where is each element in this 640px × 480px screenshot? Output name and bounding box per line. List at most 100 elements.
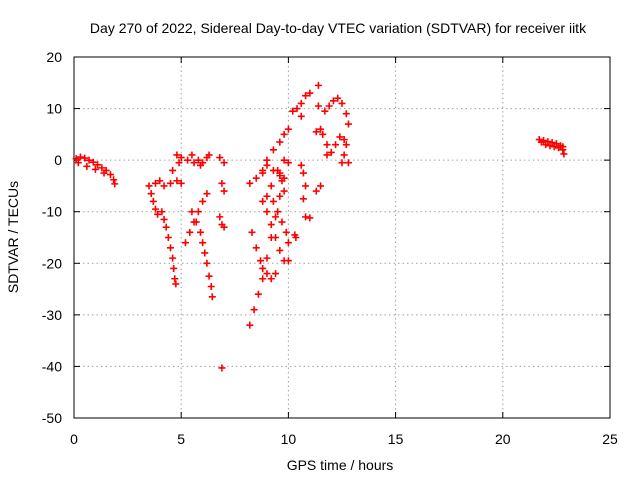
data-point <box>154 210 162 218</box>
data-point <box>203 190 211 198</box>
data-point <box>218 364 226 372</box>
data-point <box>338 99 346 107</box>
data-point <box>171 275 179 283</box>
data-point <box>220 159 228 167</box>
data-point <box>297 99 305 107</box>
data-point <box>334 94 342 102</box>
data-point <box>299 195 307 203</box>
data-point <box>175 159 183 167</box>
data-point <box>302 182 310 190</box>
data-point <box>81 154 89 162</box>
data-point <box>284 257 292 265</box>
data-point <box>91 165 99 173</box>
data-point <box>220 223 228 231</box>
data-point <box>546 142 554 150</box>
data-point <box>267 221 275 229</box>
data-point <box>83 162 91 170</box>
data-point <box>173 151 181 159</box>
data-point <box>184 156 192 164</box>
data-point <box>297 161 305 169</box>
data-point <box>282 228 290 236</box>
data-point <box>329 97 337 105</box>
data-point <box>284 159 292 167</box>
data-point <box>312 187 320 195</box>
x-tick-label: 15 <box>388 431 404 447</box>
data-point <box>263 192 271 200</box>
data-point <box>158 208 166 216</box>
data-point <box>111 180 119 188</box>
data-point <box>280 187 288 195</box>
data-point <box>550 143 558 151</box>
data-point <box>172 280 180 288</box>
data-point <box>164 234 172 241</box>
data-point <box>188 208 196 216</box>
data-point <box>259 166 267 174</box>
data-point <box>292 234 300 241</box>
data-point <box>263 254 271 262</box>
data-point <box>257 257 265 265</box>
data-point <box>216 154 224 162</box>
data-point <box>259 197 267 205</box>
data-point <box>323 141 331 149</box>
data-point <box>207 282 215 290</box>
x-axis-label: GPS time / hours <box>287 457 394 473</box>
data-point <box>280 130 288 138</box>
y-axis-label: SDTVAR / TECUs <box>5 181 21 293</box>
data-point <box>252 174 260 182</box>
data-point <box>272 213 280 221</box>
data-point <box>106 171 114 179</box>
data-point <box>162 223 170 231</box>
data-point <box>314 102 322 110</box>
data-point <box>278 177 286 185</box>
data-point <box>199 159 207 167</box>
data-point <box>267 275 275 283</box>
plot-frame <box>73 56 611 419</box>
data-point <box>190 159 198 167</box>
grid-lines <box>74 57 610 418</box>
data-points <box>72 81 568 372</box>
data-point <box>246 321 254 329</box>
x-axis: 0 5 10 15 20 25 <box>70 57 618 447</box>
data-point <box>166 244 174 252</box>
data-point <box>250 306 258 314</box>
data-point <box>269 146 277 154</box>
data-point <box>302 92 310 100</box>
y-tick-label: -40 <box>42 358 62 374</box>
y-tick-label: -10 <box>42 204 62 220</box>
data-point <box>336 133 344 141</box>
data-point <box>284 125 292 133</box>
y-tick-label: -50 <box>42 410 62 426</box>
data-point <box>181 239 189 247</box>
data-point <box>276 169 284 177</box>
data-point <box>110 176 118 184</box>
data-point <box>177 179 185 187</box>
data-point <box>555 144 563 152</box>
data-point <box>145 182 153 190</box>
data-point <box>299 169 307 177</box>
data-point <box>160 215 168 223</box>
y-tick-label: -20 <box>42 255 62 271</box>
data-point <box>306 89 314 97</box>
data-point <box>276 192 284 200</box>
data-point <box>76 153 84 161</box>
data-point <box>314 81 322 89</box>
y-axis: -50 -40 -30 -20 -10 0 10 20 <box>42 49 610 426</box>
data-point <box>317 125 325 133</box>
x-tick-label: 10 <box>281 431 297 447</box>
data-point <box>177 154 185 162</box>
data-point <box>254 290 262 298</box>
data-point <box>147 190 155 198</box>
data-point <box>170 264 178 272</box>
y-tick-label: 20 <box>46 49 62 65</box>
data-point <box>72 155 80 163</box>
data-point <box>192 218 200 226</box>
data-point <box>323 151 331 159</box>
data-point <box>342 141 350 149</box>
data-point <box>280 156 288 164</box>
data-point <box>276 246 284 254</box>
data-point <box>169 254 177 262</box>
data-point <box>338 159 346 167</box>
data-point <box>306 214 314 222</box>
chart-title: Day 270 of 2022, Sidereal Day-to-day VTE… <box>90 20 587 36</box>
x-tick-label: 0 <box>70 431 78 447</box>
